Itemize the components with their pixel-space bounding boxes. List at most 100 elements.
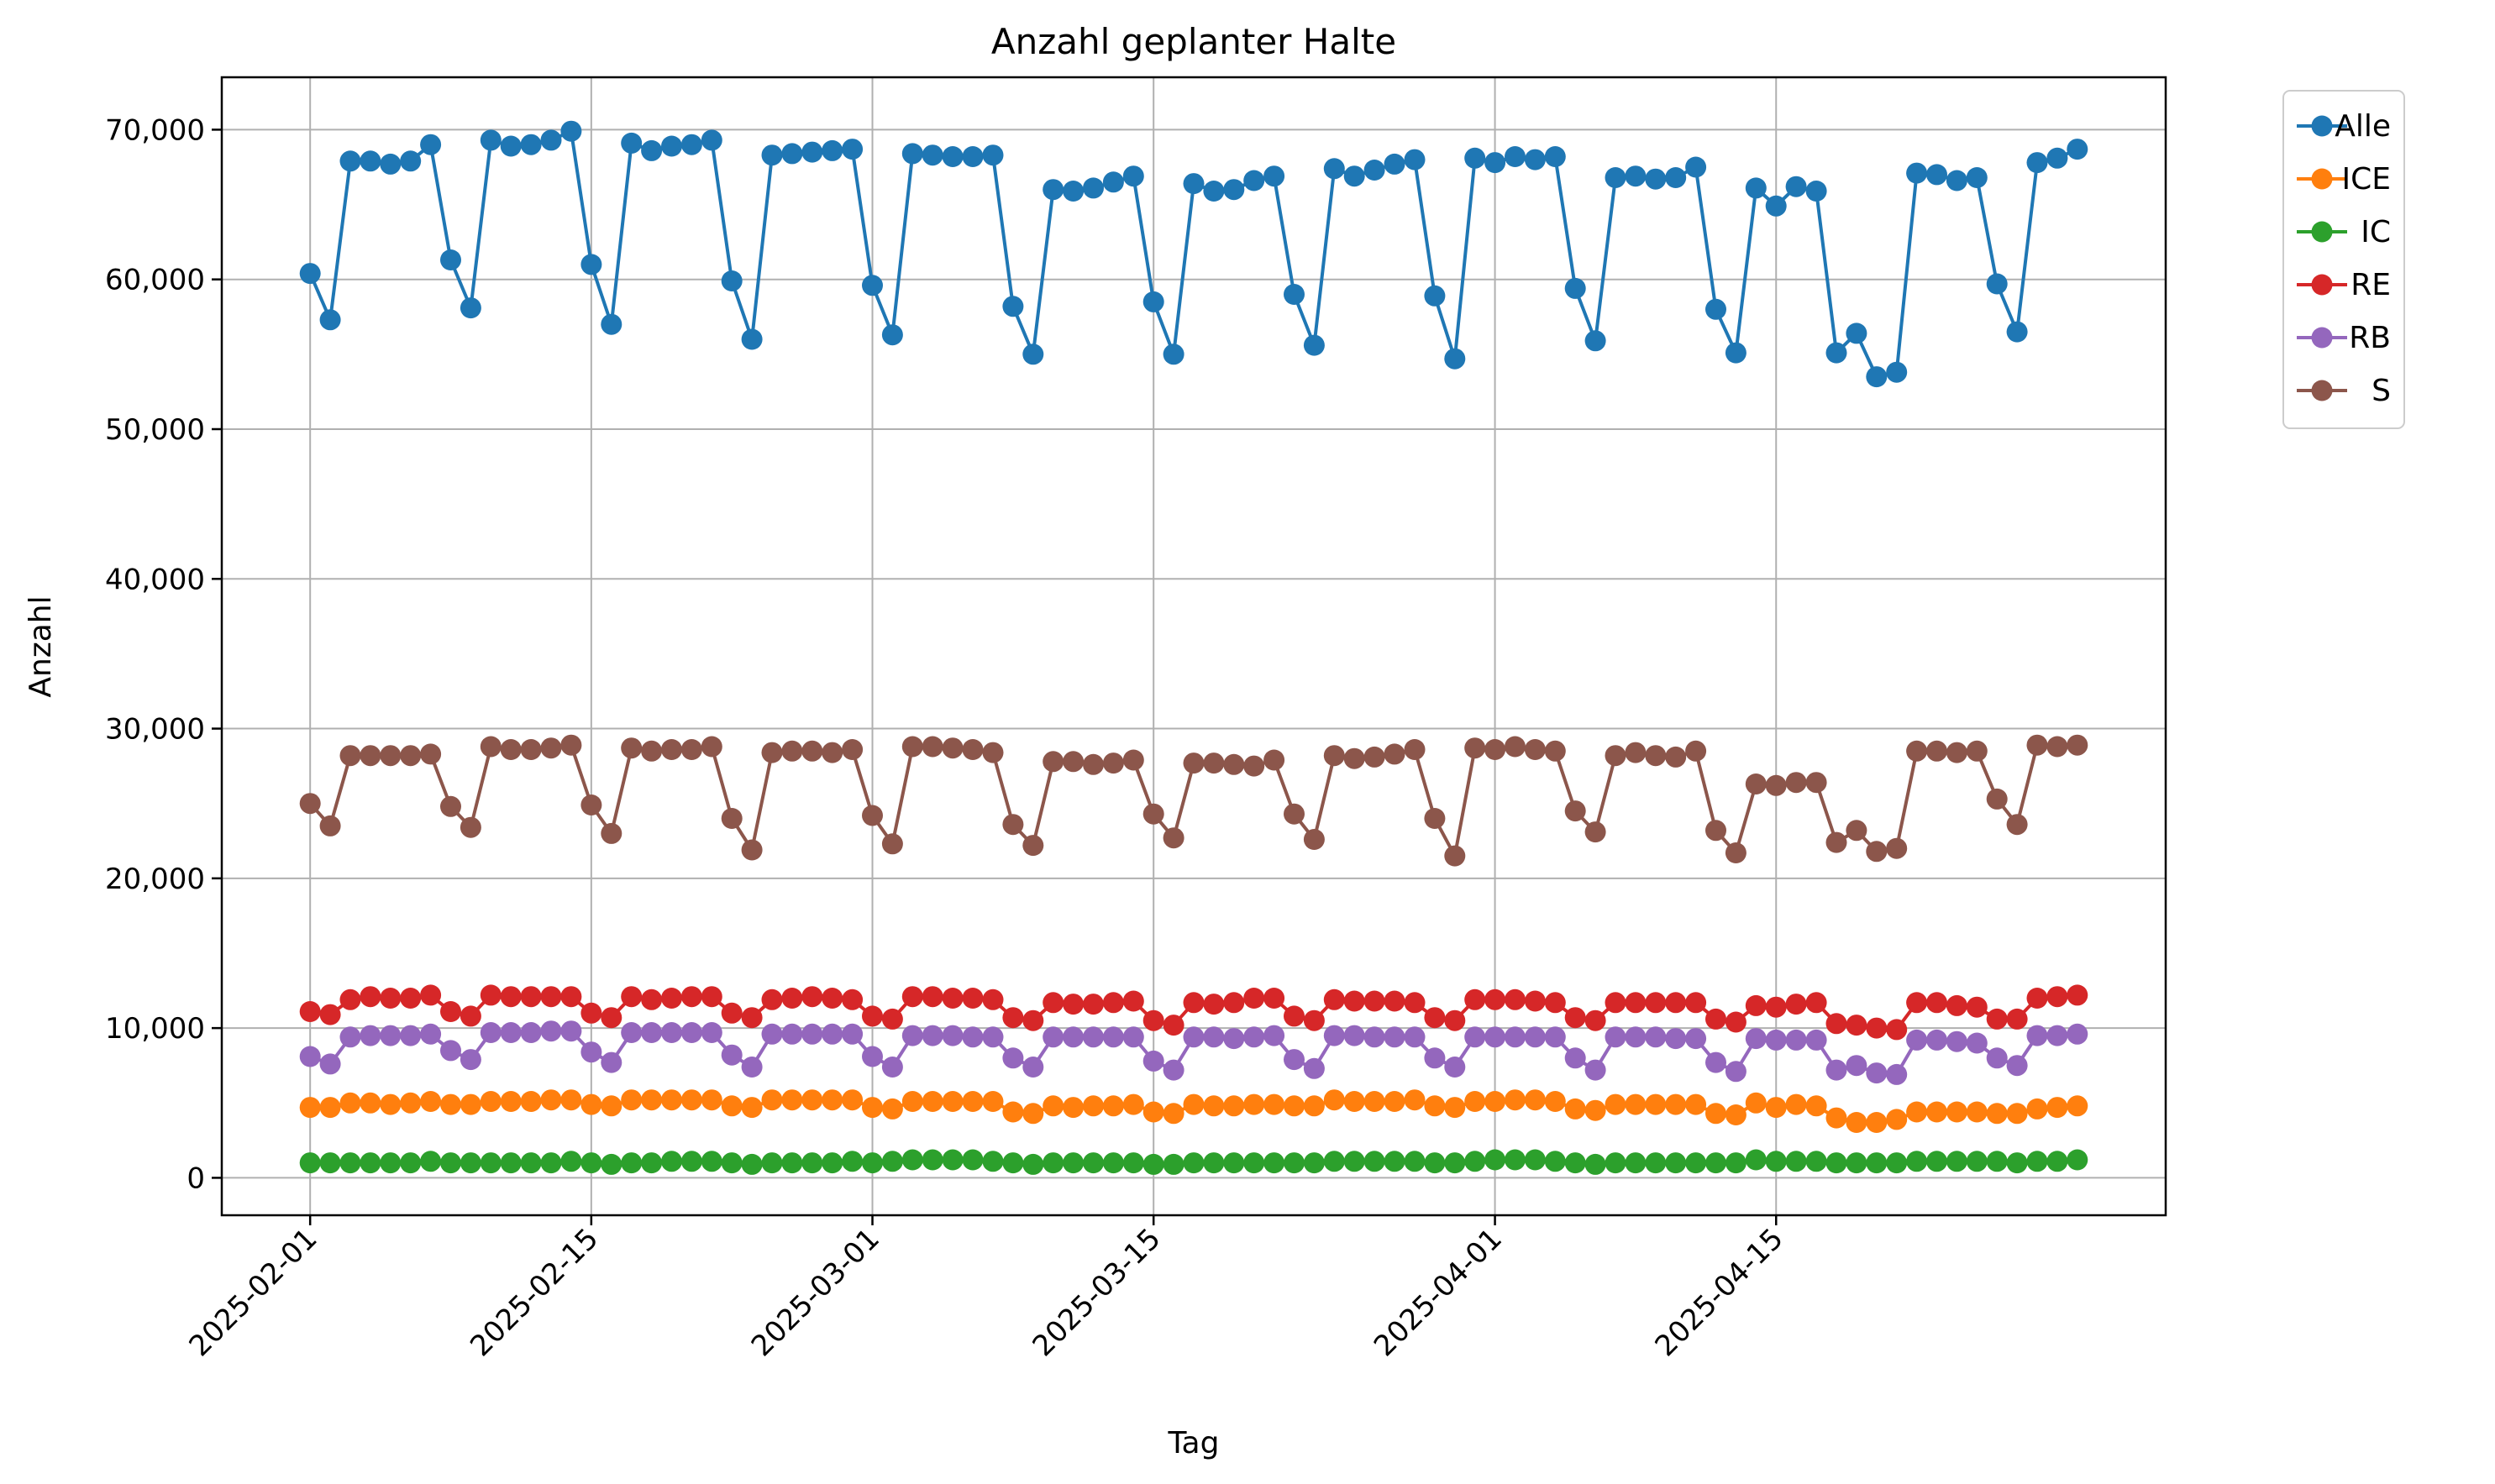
data-point (2046, 1025, 2068, 1046)
data-point (1825, 1013, 1847, 1035)
legend-marker (2311, 380, 2333, 401)
data-point (922, 736, 943, 758)
data-point (601, 1007, 622, 1029)
data-point (741, 1153, 763, 1175)
data-point (1966, 740, 1988, 762)
data-point (1825, 831, 1847, 853)
data-point (1986, 1008, 2008, 1030)
data-point (1203, 1026, 1225, 1048)
data-point (1605, 1093, 1626, 1115)
data-point (1584, 1099, 1606, 1121)
data-point (1846, 1152, 1867, 1174)
data-point (1484, 1149, 1506, 1171)
data-point (1444, 348, 1466, 370)
data-point (2046, 1097, 2068, 1119)
data-point (1886, 361, 1908, 383)
data-point (621, 1089, 643, 1111)
data-point (1524, 990, 1546, 1012)
legend: Alle ICE IC RE RB S (2282, 90, 2405, 429)
data-point (1645, 1093, 1667, 1115)
data-point (1183, 173, 1205, 195)
data-point (1564, 277, 1586, 299)
data-point (1043, 1152, 1064, 1174)
data-point (500, 135, 522, 157)
data-point (1926, 164, 1947, 186)
data-point (1705, 820, 1726, 842)
data-point (1223, 179, 1245, 201)
data-point (741, 839, 763, 861)
data-point (1745, 1149, 1767, 1171)
data-point (621, 986, 643, 1008)
data-point (761, 1152, 783, 1174)
data-point (339, 1026, 361, 1048)
data-point (1785, 994, 1807, 1015)
legend-label: IC (2361, 215, 2391, 249)
data-point (1765, 1097, 1787, 1119)
data-point (942, 1025, 964, 1046)
data-point (319, 1004, 341, 1025)
data-point (1665, 992, 1687, 1014)
data-point (1183, 992, 1205, 1014)
data-point (440, 1040, 461, 1062)
data-point (1303, 829, 1325, 850)
data-point (2067, 734, 2088, 756)
data-point (500, 1022, 522, 1043)
data-point (560, 120, 582, 142)
data-point (761, 144, 783, 166)
data-series (299, 120, 2088, 1175)
data-point (862, 1005, 883, 1027)
data-point (580, 1093, 602, 1115)
data-point (1825, 342, 1847, 364)
data-point (1544, 992, 1566, 1014)
data-point (1464, 1091, 1486, 1112)
data-point (942, 988, 964, 1009)
data-point (1203, 1095, 1225, 1117)
data-point (1785, 772, 1807, 794)
data-point (962, 739, 984, 760)
data-point (641, 1022, 663, 1043)
data-point (540, 1089, 562, 1111)
data-point (1846, 1015, 1867, 1036)
data-point (881, 1008, 903, 1030)
data-point (881, 1098, 903, 1120)
data-point (1043, 1095, 1064, 1117)
data-point (339, 988, 361, 1010)
data-point (781, 988, 803, 1009)
data-point (1303, 1095, 1325, 1117)
data-point (1063, 994, 1085, 1015)
data-point (1363, 990, 1385, 1012)
data-point (1122, 1093, 1144, 1115)
data-point (360, 1092, 381, 1114)
data-point (801, 986, 823, 1008)
data-point (1544, 1091, 1566, 1112)
data-point (500, 1091, 522, 1112)
data-point (1083, 753, 1104, 775)
data-point (1886, 1019, 1908, 1041)
data-point (1825, 1152, 1847, 1174)
data-point (601, 1153, 622, 1175)
data-point (1102, 1026, 1124, 1048)
data-point (781, 143, 803, 165)
data-point (360, 1152, 381, 1174)
data-point (1343, 1025, 1365, 1046)
data-point (299, 1097, 321, 1119)
data-point (641, 1152, 663, 1174)
y-axis-label: Anzahl (24, 595, 58, 697)
data-point (1384, 1091, 1405, 1112)
data-point (1564, 1098, 1586, 1120)
data-point (1906, 162, 1928, 184)
data-point (641, 139, 663, 161)
data-point (1223, 992, 1245, 1014)
legend-label: S (2372, 374, 2391, 408)
data-point (1083, 1152, 1104, 1174)
data-point (1142, 803, 1164, 825)
data-point (1665, 1028, 1687, 1050)
data-point (1785, 1029, 1807, 1051)
legend-item-s: S (2297, 374, 2391, 408)
data-point (942, 146, 964, 167)
data-point (701, 986, 722, 1008)
data-point (1564, 800, 1586, 822)
data-point (1866, 1062, 1888, 1084)
data-point (1243, 755, 1265, 777)
